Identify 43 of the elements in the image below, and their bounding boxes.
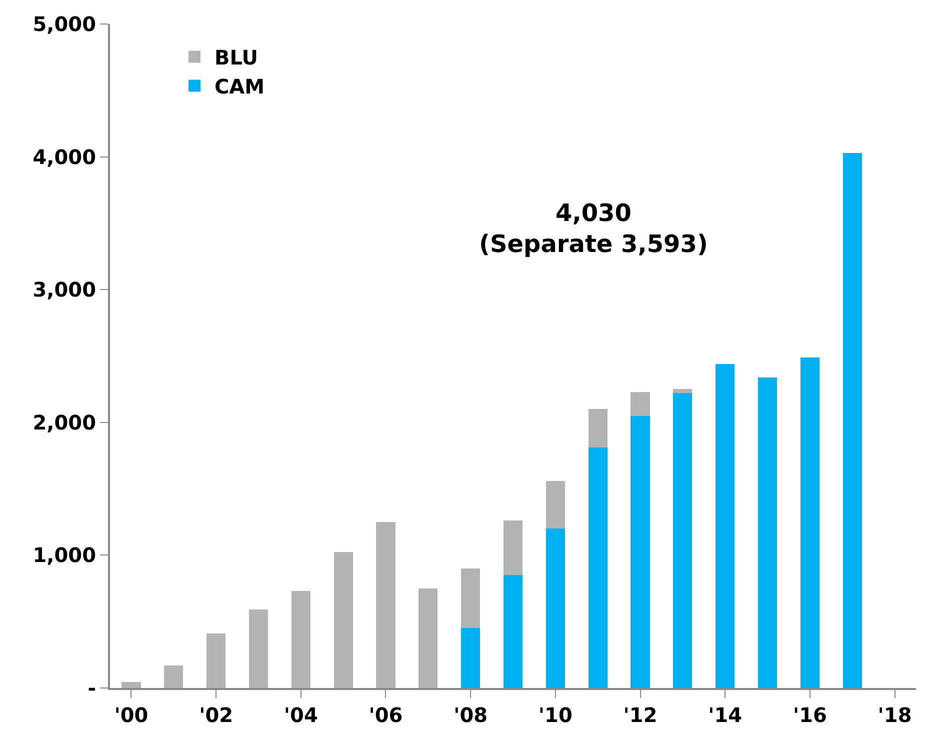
x-tick-label: '06 — [368, 703, 403, 727]
bar — [546, 528, 565, 688]
bar — [461, 568, 480, 628]
x-tick-label: '04 — [284, 703, 318, 727]
bar — [800, 357, 820, 688]
bar — [630, 416, 650, 688]
bar — [546, 480, 565, 529]
bar — [461, 628, 480, 688]
bar — [630, 392, 650, 416]
bar — [588, 409, 608, 448]
y-tick-label: 4,000 — [32, 144, 96, 169]
bar — [164, 665, 184, 688]
bar — [716, 364, 735, 688]
bar — [418, 588, 438, 688]
y-tick-label: 5,000 — [32, 12, 96, 36]
bar — [673, 393, 692, 688]
x-tick-label: '08 — [454, 703, 488, 727]
x-tick-label: '10 — [538, 703, 572, 727]
bar — [206, 634, 226, 688]
bar — [248, 610, 268, 688]
bar — [503, 575, 523, 688]
y-tick-label: - — [88, 676, 96, 700]
bar — [334, 552, 353, 688]
y-tick-label: 1,000 — [32, 543, 96, 568]
x-tick-label: '14 — [708, 703, 742, 727]
x-tick-label: '12 — [623, 703, 658, 727]
annotation: 4,030 (Separate 3,593) — [479, 199, 708, 258]
y-tick-label: 3,000 — [32, 278, 96, 302]
legend-label: BLU — [214, 46, 258, 70]
x-tick-label: '16 — [792, 703, 827, 727]
bar — [842, 152, 862, 688]
bar — [291, 591, 310, 688]
bar — [503, 520, 523, 576]
bar — [588, 448, 608, 688]
legend-label: CAM — [214, 74, 265, 99]
x-tick-label: '02 — [199, 703, 234, 727]
y-tick-label: 2,000 — [32, 410, 96, 434]
bar — [122, 682, 141, 688]
bar — [673, 389, 692, 394]
x-tick-label: '00 — [114, 703, 148, 727]
bar — [758, 377, 778, 688]
x-tick-label: '18 — [878, 703, 912, 727]
bar — [376, 522, 396, 688]
